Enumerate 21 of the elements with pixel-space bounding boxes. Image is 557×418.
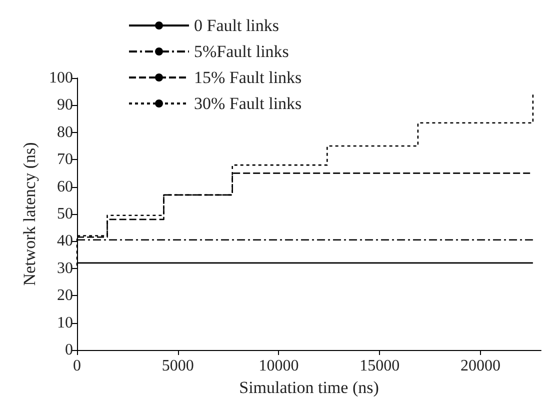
legend-label: 15% Fault links [194,68,302,87]
x-tick-label: 10000 [258,358,299,374]
y-tick-label: 70 [57,151,73,168]
y-tick-label: 30 [57,260,73,277]
y-tick-label: 40 [57,232,73,250]
y-tick-label: 90 [57,96,73,114]
x-tick-label: 5000 [162,358,194,374]
x-tick-label: 20000 [460,358,500,374]
y-tick-label: 100 [49,70,73,86]
x-axis-title: Simulation time (ns) [239,378,379,397]
legend-label: 0 Fault links [194,16,280,35]
y-tick-label: 10 [57,314,73,332]
legend-label: 5%Fault links [194,42,289,61]
legend-label: 30% Fault links [194,94,302,113]
y-axis-title: Network latency (ns) [20,142,40,286]
y-tick-label: 60 [57,178,73,196]
x-tick-label: 15000 [360,358,400,374]
y-tick-label: 80 [57,124,73,141]
y-tick-label: 50 [57,206,73,222]
y-tick-label: 0 [65,342,73,358]
y-tick-label: 20 [57,287,73,304]
